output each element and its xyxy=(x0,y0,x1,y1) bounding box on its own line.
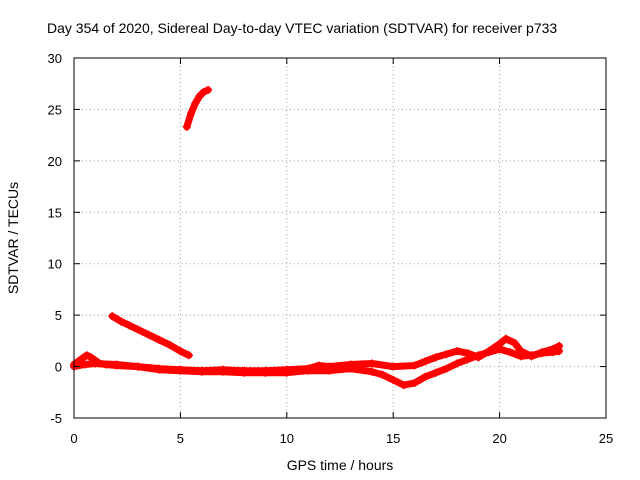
data-point xyxy=(133,362,142,371)
plot-frame xyxy=(73,57,607,419)
y-tick-label: 5 xyxy=(55,308,62,323)
data-point xyxy=(506,348,515,357)
data-point xyxy=(442,364,451,373)
data-point xyxy=(218,365,227,374)
y-tick-label: 15 xyxy=(48,205,62,220)
data-point xyxy=(453,359,462,368)
y-tick-label: 0 xyxy=(55,360,62,375)
data-point xyxy=(538,348,547,357)
data-point xyxy=(410,379,419,388)
data-point xyxy=(155,335,164,344)
data-point xyxy=(108,312,117,321)
data-point xyxy=(282,365,291,374)
data-point xyxy=(484,347,493,356)
data-point xyxy=(195,92,204,101)
data-point xyxy=(510,338,519,347)
y-tick-label: 25 xyxy=(48,102,62,117)
data-point xyxy=(191,99,200,108)
data-point xyxy=(144,330,153,339)
y-axis-label: SDTVAR / TECUs xyxy=(5,182,21,294)
data-point xyxy=(555,342,564,350)
data-point xyxy=(410,361,419,370)
series-arc-2 xyxy=(108,312,193,359)
data-point xyxy=(474,353,483,362)
data-point xyxy=(78,354,87,363)
x-tick-label: 15 xyxy=(386,431,400,446)
x-tick-label: 10 xyxy=(280,431,294,446)
data-point xyxy=(133,325,142,334)
series-arc-4 xyxy=(70,335,563,375)
x-tick-label: 5 xyxy=(177,431,184,446)
data-point xyxy=(304,364,313,373)
data-point xyxy=(197,366,206,375)
data-point xyxy=(80,360,89,369)
y-tick-label: 30 xyxy=(48,51,62,66)
data-point xyxy=(399,381,408,390)
data-point xyxy=(367,367,376,376)
data-point xyxy=(112,360,121,369)
data-point xyxy=(184,351,193,360)
data-point xyxy=(442,350,451,359)
data-point xyxy=(204,85,213,94)
data-point xyxy=(421,357,430,366)
data-point xyxy=(389,375,398,384)
data-point xyxy=(125,321,134,330)
chart-title: Day 354 of 2020, Sidereal Day-to-day VTE… xyxy=(47,20,557,36)
data-point xyxy=(516,347,525,356)
data-point xyxy=(155,364,164,373)
data-point xyxy=(82,351,91,360)
data-point xyxy=(182,122,191,131)
x-axis-label: GPS time / hours xyxy=(287,457,394,473)
data-point xyxy=(421,372,430,381)
data-point xyxy=(176,347,185,356)
data-point xyxy=(199,87,208,96)
data-point xyxy=(91,359,100,368)
data-point xyxy=(187,109,196,118)
data-point xyxy=(346,360,355,369)
axis-ticks: 0 5 10 15 20 25 -5 0 5 10 15 20 25 30 xyxy=(48,51,614,446)
data-point xyxy=(367,359,376,368)
data-point xyxy=(116,317,125,326)
data-point xyxy=(431,353,440,362)
data-point xyxy=(176,365,185,374)
x-tick-label: 0 xyxy=(70,431,77,446)
data-point xyxy=(261,366,270,375)
y-tick-label: 20 xyxy=(48,154,62,169)
data-point xyxy=(240,366,249,375)
data-point xyxy=(87,353,96,362)
data-point xyxy=(548,345,557,354)
data-point xyxy=(527,352,536,361)
y-tick-label: 10 xyxy=(48,257,62,272)
data-point xyxy=(389,362,398,371)
data-point xyxy=(314,361,323,370)
series-layer xyxy=(70,85,564,390)
data-point xyxy=(453,347,462,356)
data-point xyxy=(463,349,472,358)
x-tick-label: 20 xyxy=(492,431,506,446)
data-point xyxy=(325,362,334,371)
data-point xyxy=(378,370,387,379)
x-tick-label: 25 xyxy=(599,431,613,446)
data-point xyxy=(501,334,510,343)
data-point xyxy=(165,340,174,349)
data-point xyxy=(431,368,440,377)
data-point xyxy=(495,339,504,348)
y-tick-label: -5 xyxy=(50,411,62,426)
